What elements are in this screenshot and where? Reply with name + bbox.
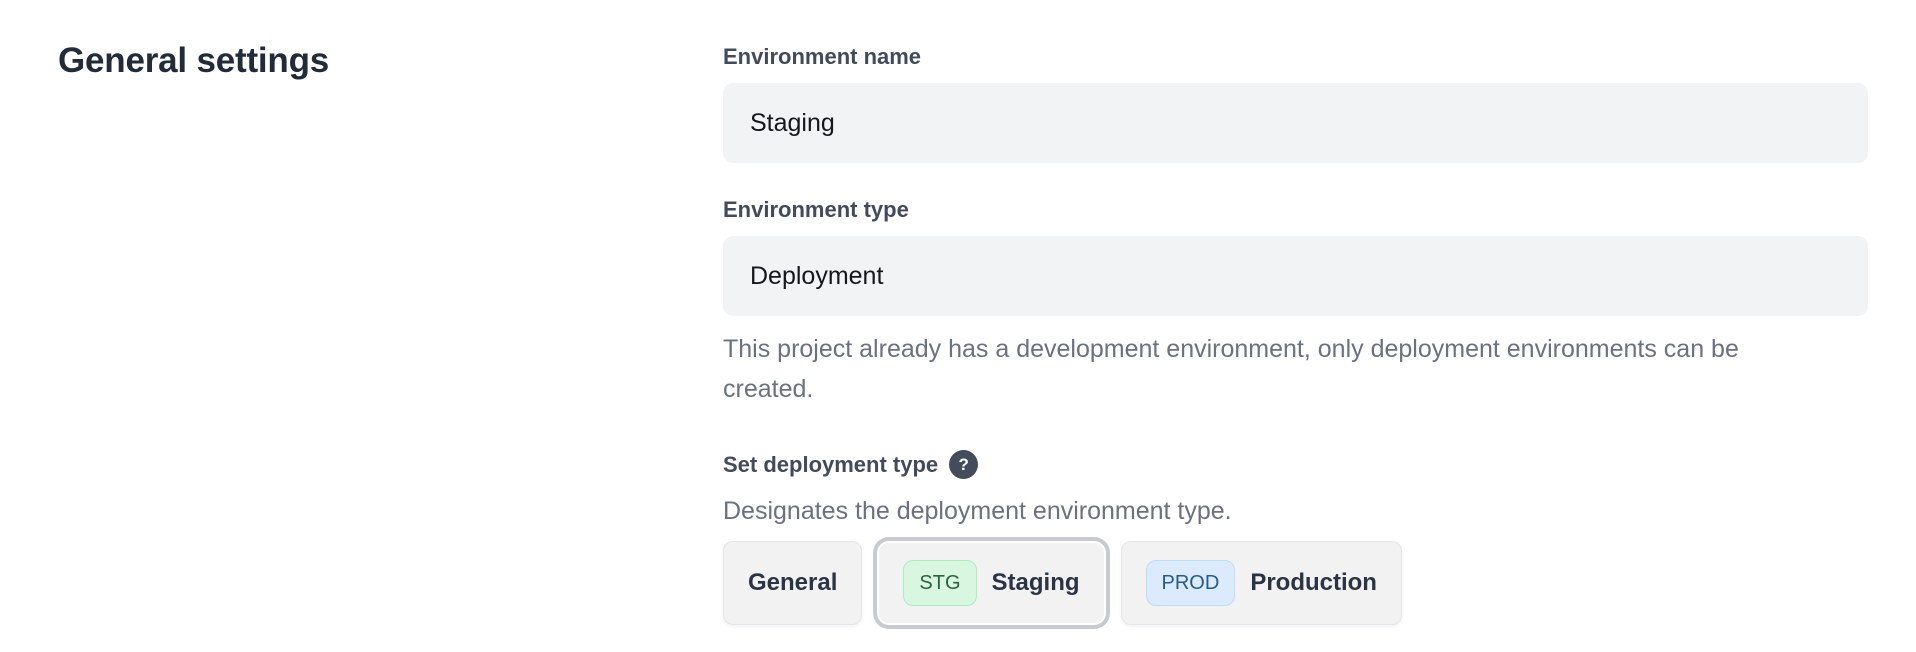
environment-type-field: Environment type This project already ha… [723,199,1868,409]
environment-name-input[interactable] [723,83,1868,163]
deployment-type-option-staging[interactable]: STG Staging [877,541,1106,625]
settings-heading-column: General settings [58,40,723,625]
deployment-type-options: General STG Staging PROD Production [723,541,1868,625]
environment-name-label: Environment name [723,44,922,69]
stg-badge: STG [903,560,977,606]
deployment-type-option-general-label: General [748,569,838,596]
question-mark-icon[interactable]: ? [949,450,979,479]
deployment-type-option-staging-label: Staging [991,569,1080,596]
environment-type-label: Environment type [723,197,909,222]
general-settings-page: General settings Environment name Enviro… [58,40,1868,625]
deployment-type-option-production-label: Production [1250,569,1377,596]
deployment-type-option-production[interactable]: PROD Production [1120,541,1402,625]
environment-type-input[interactable] [723,236,1868,316]
deployment-type-description: Designates the deployment environment ty… [723,497,1232,525]
prod-badge: PROD [1145,560,1236,606]
set-deployment-type-label: Set deployment type [723,451,939,477]
environment-name-field: Environment name [723,46,1868,163]
page-title: General settings [58,41,330,80]
settings-form: Environment name Environment type This p… [723,40,1868,625]
deployment-type-option-general[interactable]: General [723,541,863,625]
environment-type-helper-text: This project already has a development e… [723,335,1739,403]
set-deployment-type-row: Set deployment type ? [723,450,1868,479]
